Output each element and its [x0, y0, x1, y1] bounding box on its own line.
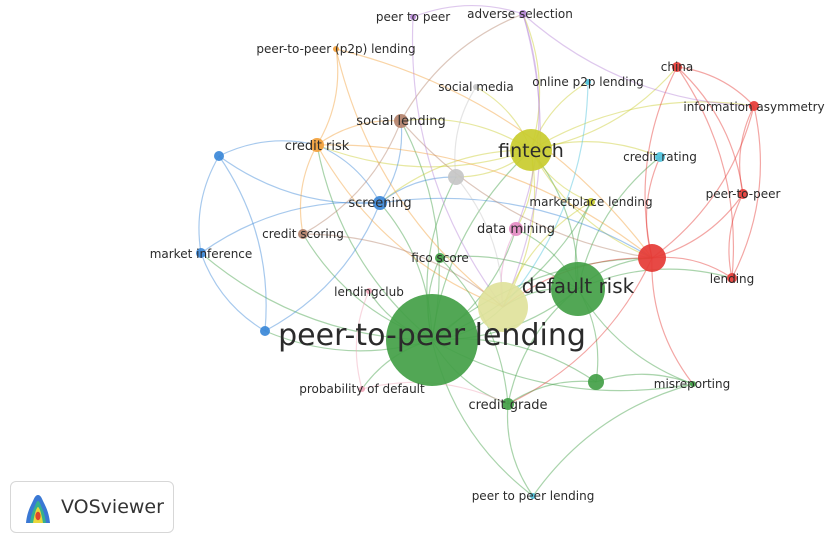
label-lending: lending — [710, 272, 755, 286]
label-marketplace-lending: marketplace lending — [529, 195, 652, 209]
vosviewer-logo-badge[interactable]: VOSviewer — [10, 481, 174, 533]
link-credit-risk--peer-to-peer-p2p-lending — [317, 49, 338, 145]
label-lendingclub: lendingclub — [334, 285, 404, 299]
link-adverse-selection--information-asymmetry — [523, 14, 754, 106]
link-peer-to-peer--china — [677, 67, 743, 194]
link-misreporting--peer-to-peer-lending-spaced — [533, 384, 693, 496]
label-china: china — [661, 60, 694, 74]
label-data-mining: data mining — [477, 222, 555, 237]
node-unlabeled-gray[interactable] — [448, 169, 464, 185]
label-social-lending: social lending — [356, 114, 445, 129]
node-unlabeled-blue-top[interactable] — [214, 151, 224, 161]
link-unlabeled-red--misreporting — [652, 258, 693, 384]
label-credit-rating: credit rating — [623, 150, 697, 164]
link-credit-risk--unlabeled-lightyellow — [317, 145, 503, 307]
label-screening: screening — [348, 196, 411, 211]
node-unlabeled-blue-bottom[interactable] — [260, 326, 270, 336]
link-social-lending--adverse-selection — [401, 14, 523, 121]
label-information-asymmetry: information asymmetry — [683, 100, 824, 114]
vosviewer-wordmark: VOSviewer — [61, 496, 164, 518]
label-fintech: fintech — [498, 140, 564, 162]
node-unlabeled-red[interactable] — [638, 244, 666, 272]
label-probability-of-default: probability of default — [299, 382, 425, 396]
vosviewer-heatmap-icon — [23, 489, 53, 525]
link-unlabeled-blue-top--market-inference — [199, 156, 219, 253]
label-market-inference: market inference — [150, 247, 253, 261]
label-online-p2p-lending: online p2p lending — [532, 75, 644, 89]
label-peer-to-peer-p2p-lending: peer-to-peer (p2p) lending — [256, 42, 415, 56]
label-credit-scoring: credit scoring — [262, 227, 344, 241]
label-misreporting: misreporting — [654, 377, 730, 391]
label-peer-to-peer: peer-to-peer — [706, 187, 781, 201]
link-credit-risk--credit-scoring — [300, 145, 317, 234]
label-fico-score: fico score — [411, 251, 469, 265]
label-default-risk: default risk — [522, 274, 635, 298]
label-credit-grade: credit grade — [468, 398, 547, 413]
link-peer-to-peer--information-asymmetry — [740, 106, 754, 194]
label-credit-risk: credit risk — [285, 139, 350, 154]
label-peer-to-peer-spaced: peer to peer — [376, 10, 450, 24]
node-unlabeled-green[interactable] — [588, 374, 604, 390]
link-unlabeled-red--information-asymmetry — [652, 106, 754, 258]
label-social-media: social media — [438, 80, 513, 94]
link-unlabeled-blue-top--unlabeled-blue-bottom — [219, 156, 266, 331]
label-peer-to-peer-lending-spaced: peer to peer lending — [472, 489, 595, 503]
label-peer-to-peer-lending: peer-to-peer lending — [278, 318, 586, 353]
label-adverse-selection: adverse selection — [467, 7, 573, 21]
link-credit-grade--peer-to-peer-lending-spaced — [508, 404, 533, 496]
